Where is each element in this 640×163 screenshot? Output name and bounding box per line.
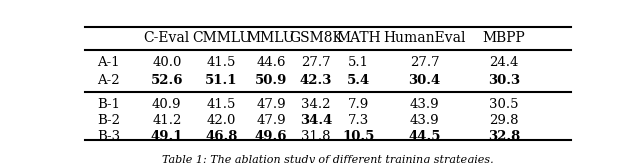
Text: 42.0: 42.0 — [207, 114, 236, 127]
Text: 44.5: 44.5 — [408, 130, 441, 143]
Text: CMMLU: CMMLU — [192, 31, 251, 45]
Text: GSM8K: GSM8K — [289, 31, 343, 45]
Text: 43.9: 43.9 — [410, 114, 440, 127]
Text: 27.7: 27.7 — [301, 56, 331, 69]
Text: 44.6: 44.6 — [256, 56, 285, 69]
Text: 41.5: 41.5 — [207, 98, 236, 111]
Text: 49.1: 49.1 — [150, 130, 183, 143]
Text: 30.4: 30.4 — [408, 74, 441, 87]
Text: B-1: B-1 — [97, 98, 120, 111]
Text: MATH: MATH — [337, 31, 381, 45]
Text: 34.2: 34.2 — [301, 98, 331, 111]
Text: 32.8: 32.8 — [488, 130, 520, 143]
Text: 10.5: 10.5 — [342, 130, 375, 143]
Text: 51.1: 51.1 — [205, 74, 237, 87]
Text: 49.6: 49.6 — [255, 130, 287, 143]
Text: 31.8: 31.8 — [301, 130, 331, 143]
Text: 5.1: 5.1 — [348, 56, 369, 69]
Text: 34.4: 34.4 — [300, 114, 332, 127]
Text: B-2: B-2 — [97, 114, 120, 127]
Text: 5.4: 5.4 — [347, 74, 371, 87]
Text: MBPP: MBPP — [483, 31, 525, 45]
Text: 7.3: 7.3 — [348, 114, 369, 127]
Text: 40.9: 40.9 — [152, 98, 182, 111]
Text: 41.2: 41.2 — [152, 114, 182, 127]
Text: 40.0: 40.0 — [152, 56, 182, 69]
Text: 30.3: 30.3 — [488, 74, 520, 87]
Text: 47.9: 47.9 — [256, 98, 286, 111]
Text: 42.3: 42.3 — [300, 74, 332, 87]
Text: MMLU: MMLU — [246, 31, 295, 45]
Text: 43.9: 43.9 — [410, 98, 440, 111]
Text: 7.9: 7.9 — [348, 98, 369, 111]
Text: B-3: B-3 — [97, 130, 120, 143]
Text: A-1: A-1 — [97, 56, 120, 69]
Text: 47.9: 47.9 — [256, 114, 286, 127]
Text: 30.5: 30.5 — [490, 98, 519, 111]
Text: 52.6: 52.6 — [150, 74, 183, 87]
Text: 27.7: 27.7 — [410, 56, 440, 69]
Text: Table 1: The ablation study of different training strategies.: Table 1: The ablation study of different… — [162, 155, 494, 163]
Text: HumanEval: HumanEval — [383, 31, 466, 45]
Text: 41.5: 41.5 — [207, 56, 236, 69]
Text: 50.9: 50.9 — [255, 74, 287, 87]
Text: 46.8: 46.8 — [205, 130, 237, 143]
Text: 29.8: 29.8 — [490, 114, 519, 127]
Text: C-Eval: C-Eval — [143, 31, 190, 45]
Text: A-2: A-2 — [97, 74, 120, 87]
Text: 24.4: 24.4 — [490, 56, 519, 69]
